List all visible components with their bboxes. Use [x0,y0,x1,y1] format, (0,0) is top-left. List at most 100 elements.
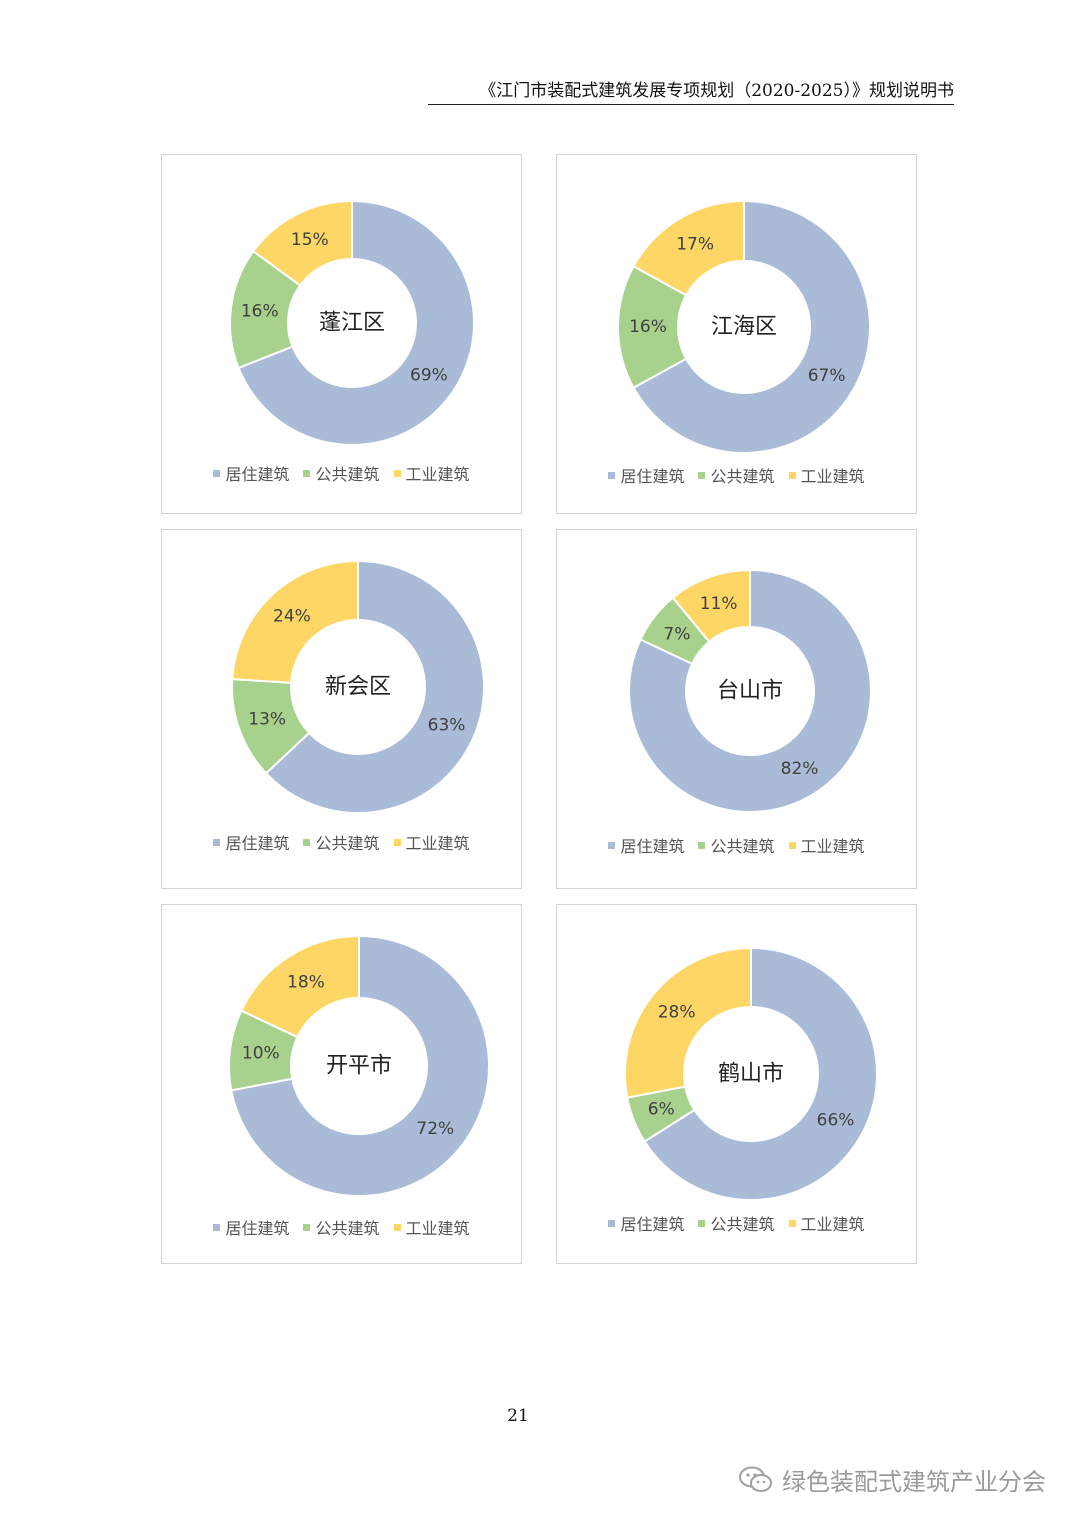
legend-swatch [698,471,706,479]
legend-item-industrial: 工业建筑 [788,463,865,487]
data-label-residential: 66% [817,1110,855,1130]
legend-swatch [303,1223,311,1231]
slice-industrial [251,199,353,287]
data-label-residential: 69% [410,365,448,385]
chart-center-title: 江海区 [711,315,777,340]
slice-residential [264,559,485,814]
legend-item-residential: 居住建筑 [213,830,289,854]
donut-chart: 67% 16% 17% 江海区 [617,199,871,454]
wechat-icon [739,1466,772,1492]
legend-swatch [788,471,796,479]
page-header-title: 《江门市装配式建筑发展专项规划（2020-2025）》规划说明书 [428,76,954,105]
legend-item-industrial: 工业建筑 [393,830,470,854]
legend-item-residential: 居住建筑 [608,1211,684,1235]
legend-item-industrial: 工业建筑 [788,833,865,857]
legend-label: 工业建筑 [405,1219,470,1238]
legend-label: 公共建筑 [315,465,380,484]
data-label-public: 13% [248,710,286,730]
data-label-public: 10% [242,1044,280,1064]
legend-label: 居住建筑 [620,1215,685,1234]
legend-swatch [608,471,616,479]
chart-center-title: 鹤山市 [718,1062,784,1087]
legend-label: 工业建筑 [405,834,470,853]
chart-panel-pengjiang: 69% 16% 15% 蓬江区居住建筑 公共建筑 工业建筑 [161,154,522,514]
legend-label: 工业建筑 [800,1215,865,1234]
legend-label: 居住建筑 [620,837,685,856]
legend-item-industrial: 工业建筑 [788,1211,865,1235]
legend-label: 居住建筑 [225,1219,290,1238]
chart-center-title: 新会区 [325,675,391,700]
chart-legend: 居住建筑 公共建筑 工业建筑 [557,1211,916,1235]
legend-swatch [608,1219,616,1227]
slice-industrial [231,559,359,684]
donut-chart: 82% 7% 11% 台山市 [628,568,872,813]
legend-swatch [303,469,311,477]
donut-chart: 72% 10% 18% 开平市 [228,934,490,1197]
legend-swatch [213,838,221,846]
watermark-text: 绿色装配式建筑产业分会 [782,1468,1046,1496]
chart-panel-taishan: 82% 7% 11% 台山市居住建筑 公共建筑 工业建筑 [556,529,917,889]
slice-industrial [632,199,745,297]
legend-label: 工业建筑 [800,467,865,486]
legend-label: 居住建筑 [620,467,685,486]
data-label-industrial: 24% [273,607,311,627]
chart-panel-xinhui: 63% 13% 24% 新会区居住建筑 公共建筑 工业建筑 [161,529,522,889]
legend-swatch [788,841,796,849]
data-label-residential: 82% [781,759,819,779]
slice-residential [237,199,475,446]
chart-panel-jianghai: 67% 16% 17% 江海区 居住建筑 公共建筑 工业建筑 [556,154,917,514]
data-label-public: 7% [663,624,690,644]
legend-label: 公共建筑 [710,467,775,486]
data-label-residential: 63% [428,715,466,735]
legend-item-residential: 居住建筑 [608,463,684,487]
slice-residential [643,946,878,1201]
data-label-public: 16% [629,317,667,337]
data-label-public: 6% [648,1100,675,1120]
slice-residential [230,934,490,1197]
chart-legend: 居住建筑 公共建筑 工业建筑 [162,830,521,854]
data-label-public: 16% [241,301,279,321]
legend-swatch [393,469,401,477]
data-label-industrial: 28% [658,1002,696,1022]
legend-item-industrial: 工业建筑 [393,1215,470,1239]
legend-swatch [213,469,221,477]
legend-item-residential: 居住建筑 [213,461,289,485]
legend-swatch [698,1219,706,1227]
chart-center-title: 台山市 [717,679,783,704]
legend-item-public: 公共建筑 [303,830,380,854]
legend-swatch [393,1223,401,1231]
legend-item-residential: 居住建筑 [213,1215,289,1239]
data-label-residential: 72% [416,1119,454,1139]
legend-label: 公共建筑 [315,834,380,853]
legend-item-public: 公共建筑 [303,461,380,485]
legend-swatch [213,1223,221,1231]
data-label-industrial: 11% [700,594,738,614]
data-label-industrial: 17% [676,234,714,254]
chart-legend: 居住建筑 公共建筑 工业建筑 [162,1215,521,1239]
legend-item-industrial: 工业建筑 [393,461,470,485]
data-label-industrial: 15% [291,230,329,250]
legend-label: 公共建筑 [710,1215,775,1234]
watermark: 绿色装配式建筑产业分会 [738,1462,1046,1497]
legend-item-public: 公共建筑 [303,1215,380,1239]
slice-residential [632,199,871,454]
legend-label: 公共建筑 [315,1219,380,1238]
legend-item-residential: 居住建筑 [608,833,684,857]
donut-chart: 69% 16% 15% 蓬江区 [229,199,475,446]
chart-panel-kaiping: 72% 10% 18% 开平市 居住建筑 公共建筑 工业建筑 [161,904,522,1264]
chart-legend: 居住建筑 公共建筑 工业建筑 [162,461,521,485]
legend-item-public: 公共建筑 [698,833,775,857]
slice-industrial [240,934,360,1039]
legend-swatch [303,838,311,846]
legend-swatch [698,841,706,849]
legend-item-public: 公共建筑 [698,463,775,487]
legend-swatch [788,1219,796,1227]
donut-chart: 63% 13% 24% 新会区 [231,559,485,814]
legend-label: 居住建筑 [225,465,290,484]
chart-legend: 居住建筑 公共建筑 工业建筑 [557,463,916,487]
slice-residential [628,568,872,813]
chart-center-title: 开平市 [326,1054,392,1079]
legend-label: 工业建筑 [405,465,470,484]
legend-label: 公共建筑 [710,837,775,856]
chart-center-title: 蓬江区 [319,311,385,336]
